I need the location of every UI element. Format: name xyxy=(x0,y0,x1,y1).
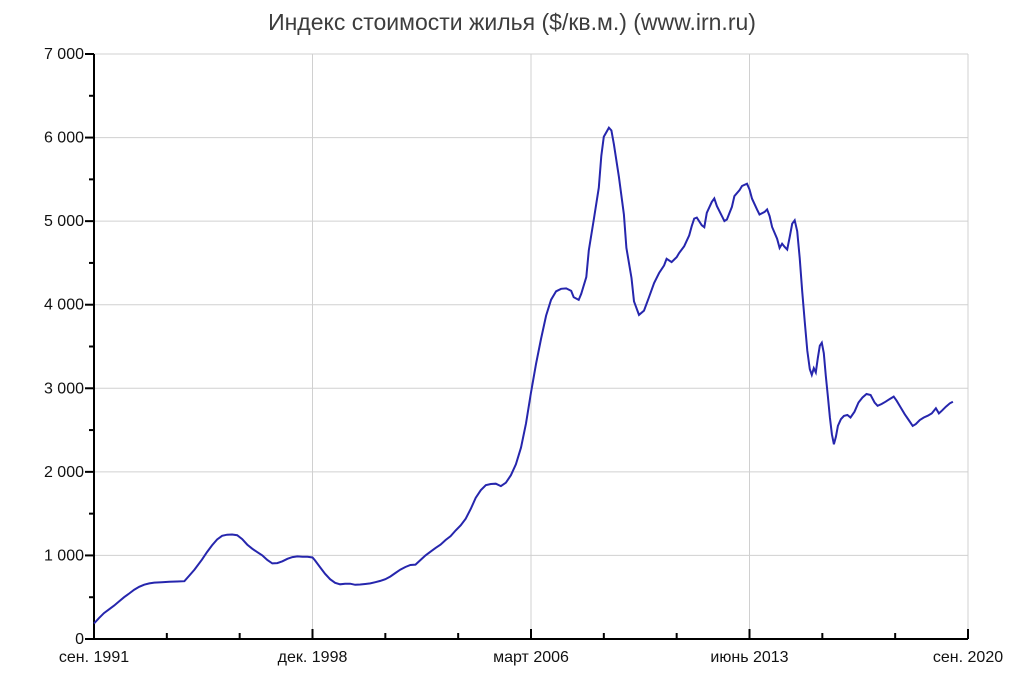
series-line xyxy=(93,125,954,625)
series-layer xyxy=(93,125,954,625)
y-tick-label: 7 000 xyxy=(44,46,84,63)
y-tick-label: 4 000 xyxy=(44,297,84,314)
y-tick-label: 1 000 xyxy=(44,547,84,564)
gridlines-layer xyxy=(94,53,969,639)
x-tick-label: июнь 2013 xyxy=(710,649,788,666)
y-tick-label: 0 xyxy=(75,631,84,648)
x-tick-label: дек. 1998 xyxy=(278,649,348,666)
axes-layer: 0 1 000 2 000 3 000 4 000 5 000 6 000 7 000 сен.… xyxy=(44,46,1003,666)
x-tick-label: сен. 1991 xyxy=(59,649,129,666)
x-tick-label: сен. 2020 xyxy=(933,649,1003,666)
x-tick-label: март 2006 xyxy=(493,649,569,666)
y-tick-label: 3 000 xyxy=(44,380,84,397)
y-tick-label: 2 000 xyxy=(44,464,84,481)
chart-title: Индекс стоимости жилья ($/кв.м.) (www.ir… xyxy=(268,9,756,35)
y-tick-label: 6 000 xyxy=(44,130,84,147)
y-tick-label: 5 000 xyxy=(44,213,84,230)
